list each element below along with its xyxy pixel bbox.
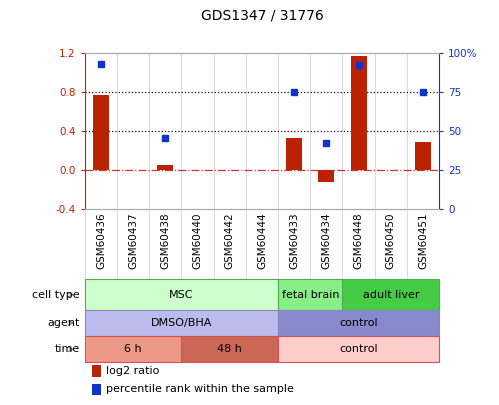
Text: GSM60438: GSM60438 bbox=[160, 212, 170, 269]
Text: GSM60444: GSM60444 bbox=[257, 212, 267, 269]
Text: DMSO/BHA: DMSO/BHA bbox=[151, 318, 212, 328]
Text: GSM60437: GSM60437 bbox=[128, 212, 138, 269]
Text: GDS1347 / 31776: GDS1347 / 31776 bbox=[201, 8, 323, 22]
Bar bbox=[85, 336, 182, 362]
Text: 6 h: 6 h bbox=[124, 344, 142, 354]
Text: GSM60434: GSM60434 bbox=[321, 212, 331, 269]
Bar bbox=[182, 336, 278, 362]
Bar bbox=[278, 279, 342, 310]
Text: GSM60433: GSM60433 bbox=[289, 212, 299, 269]
Bar bbox=[278, 336, 439, 362]
Bar bbox=[92, 365, 101, 377]
Text: percentile rank within the sample: percentile rank within the sample bbox=[106, 384, 294, 394]
Text: 48 h: 48 h bbox=[218, 344, 242, 354]
Text: GSM60451: GSM60451 bbox=[418, 212, 428, 269]
Text: fetal brain: fetal brain bbox=[281, 290, 339, 300]
Text: control: control bbox=[339, 344, 378, 354]
Text: cell type: cell type bbox=[32, 290, 80, 300]
Text: GSM60442: GSM60442 bbox=[225, 212, 235, 269]
Bar bbox=[92, 384, 101, 395]
Text: adult liver: adult liver bbox=[363, 290, 419, 300]
Text: time: time bbox=[54, 344, 80, 354]
Bar bbox=[93, 94, 109, 170]
Text: agent: agent bbox=[47, 318, 80, 328]
Bar bbox=[286, 139, 302, 170]
Bar bbox=[415, 142, 431, 170]
Text: GSM60436: GSM60436 bbox=[96, 212, 106, 269]
Bar bbox=[350, 55, 367, 170]
Text: GSM60448: GSM60448 bbox=[354, 212, 364, 269]
Bar bbox=[85, 279, 278, 310]
Text: log2 ratio: log2 ratio bbox=[106, 366, 160, 376]
Text: MSC: MSC bbox=[169, 290, 194, 300]
Bar bbox=[342, 279, 439, 310]
Bar bbox=[318, 170, 334, 182]
Text: GSM60450: GSM60450 bbox=[386, 212, 396, 269]
Bar bbox=[85, 310, 278, 336]
Text: control: control bbox=[339, 318, 378, 328]
Bar bbox=[157, 165, 174, 170]
Text: GSM60440: GSM60440 bbox=[193, 212, 203, 269]
Bar bbox=[278, 310, 439, 336]
